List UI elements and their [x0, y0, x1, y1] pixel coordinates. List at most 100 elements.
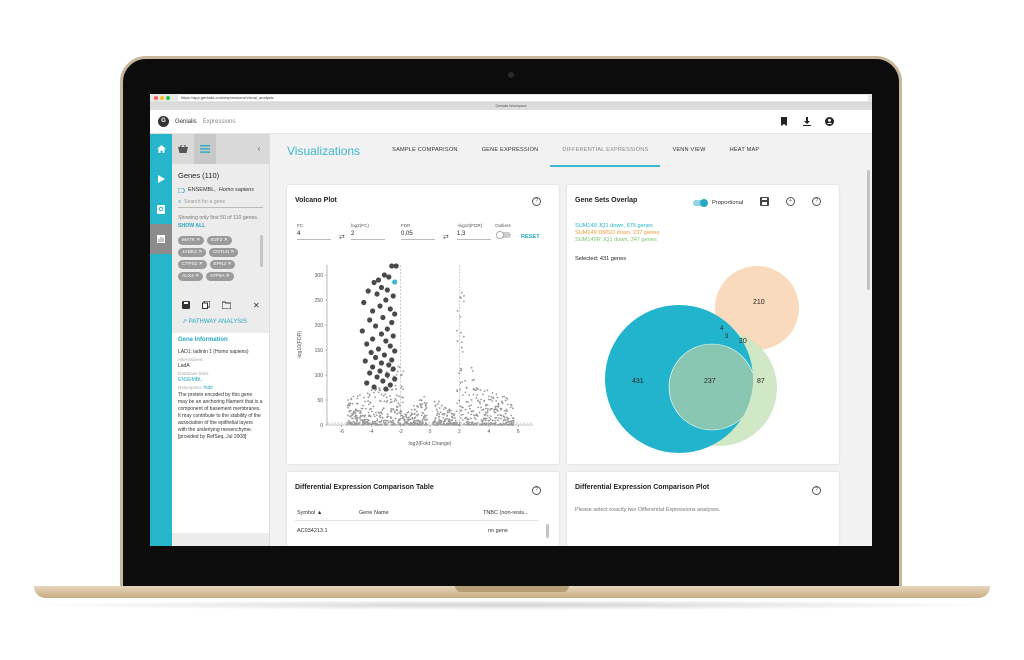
significant-point — [375, 277, 382, 283]
legend-item[interactable]: SUM149 JQ1 down, 675 genes — [575, 223, 653, 229]
col-tnbc[interactable]: TNBC (non-resis... — [483, 510, 529, 516]
documents-icon[interactable] — [150, 194, 172, 224]
genialis-logo[interactable]: G — [158, 116, 169, 127]
gene-chips: MATK ✕ E2F2 ✕ JADE2 ✕ CNTLN ✕ CTPS2 ✕ EP… — [178, 235, 263, 295]
add-icon[interactable]: + — [786, 197, 795, 206]
background-point — [384, 393, 387, 396]
swap-icon[interactable]: ⇄ — [443, 234, 449, 241]
bookmark-icon[interactable] — [779, 117, 788, 126]
close-window-icon[interactable] — [154, 96, 158, 100]
background-point — [491, 400, 494, 402]
tab-gene-expression[interactable]: GENE EXPRESSION — [481, 147, 539, 153]
background-point — [511, 407, 514, 410]
help-icon[interactable]: ? — [532, 197, 541, 206]
save-icon[interactable] — [760, 197, 769, 208]
background-point — [402, 388, 404, 391]
left-rail — [150, 134, 172, 546]
gene-search-input[interactable]: ≡ Search for a gene — [178, 197, 263, 208]
save-icon[interactable] — [182, 301, 190, 311]
help-icon[interactable]: ? — [532, 486, 541, 495]
background-point — [398, 418, 401, 420]
background-point — [385, 401, 388, 404]
download-icon[interactable] — [802, 117, 811, 126]
background-point — [484, 407, 487, 410]
gene-list-icon[interactable] — [194, 134, 216, 164]
tab-sample-comparison[interactable]: SAMPLE COMPARISON — [392, 147, 458, 153]
collapse-panel-icon[interactable]: ‹ — [257, 144, 261, 153]
venn-circle-dmso[interactable] — [715, 266, 799, 350]
tab-venn-view[interactable]: VENN VIEW — [672, 147, 706, 153]
significant-point — [364, 380, 370, 386]
background-point — [421, 403, 424, 406]
url-bar[interactable]: https://app.genialis.com/expressions/vis… — [178, 95, 868, 101]
background-point — [396, 370, 399, 373]
basket-icon[interactable] — [172, 134, 194, 164]
background-point — [470, 366, 473, 369]
log10fdr-input[interactable]: 1,3 — [457, 231, 491, 240]
help-icon[interactable]: ? — [812, 197, 821, 206]
background-point — [397, 402, 400, 405]
background-point — [464, 408, 467, 411]
folder-icon[interactable] — [221, 301, 232, 311]
show-all-link[interactable]: SHOW ALL — [178, 223, 206, 229]
tab-heat-map[interactable]: HEAT MAP — [729, 147, 760, 153]
background-point — [486, 411, 489, 414]
significant-point — [378, 284, 385, 291]
background-point — [444, 423, 447, 426]
gene-chip[interactable]: ALX4 ✕ — [178, 272, 204, 281]
venn-title: Gene Sets Overlap — [575, 197, 638, 204]
copy-icon[interactable] — [202, 300, 211, 311]
maximize-window-icon[interactable] — [166, 96, 170, 100]
source-name: ENSEMBL, — [188, 187, 216, 193]
account-icon[interactable] — [825, 117, 834, 126]
help-icon[interactable]: ? — [812, 486, 821, 495]
alternatives-value: LadA — [178, 363, 190, 369]
venn-intersection[interactable] — [668, 343, 755, 431]
home-icon[interactable] — [150, 134, 172, 164]
background-point — [482, 393, 485, 396]
main-scrollbar[interactable] — [867, 170, 870, 290]
hide-description-link[interactable]: hide — [203, 385, 213, 391]
gene-chip[interactable]: E2F2 ✕ — [207, 236, 232, 245]
background-point — [442, 413, 445, 416]
browser-tab[interactable]: Genialis Workspace — [150, 103, 872, 110]
col-gene-name[interactable]: Gene Name — [359, 510, 389, 516]
ensembl-link[interactable]: ENSEMBL — [178, 377, 202, 383]
gene-chip[interactable]: EPN3 ✕ — [209, 260, 236, 269]
legend-item[interactable]: SUM149R JQ1 down, 347 genes — [575, 237, 657, 243]
background-point — [348, 410, 351, 413]
play-icon[interactable] — [150, 164, 172, 194]
fc-input[interactable]: 4 — [297, 231, 331, 240]
minimize-window-icon[interactable] — [160, 96, 164, 100]
fdr-input[interactable]: 0,05 — [401, 231, 435, 240]
source-selector[interactable]: ENSEMBL, Homo sapiens — [172, 185, 269, 195]
gene-chip[interactable]: ATP9A ✕ — [205, 272, 234, 281]
table-cell[interactable]: AC034213.1 — [297, 528, 328, 534]
reset-button[interactable]: RESET — [521, 234, 540, 240]
gene-chip[interactable]: CNTLN ✕ — [208, 248, 239, 257]
legend-item[interactable]: SUM149 DMSO down, 237 genes — [575, 230, 660, 236]
swap-icon[interactable]: ⇄ — [339, 234, 345, 241]
background-point — [489, 415, 492, 418]
col-symbol[interactable]: Symbol ▲ — [297, 510, 323, 516]
background-point — [493, 422, 496, 425]
outliers-toggle[interactable] — [496, 231, 511, 239]
visualizations-icon[interactable] — [150, 224, 172, 254]
clear-icon[interactable]: ✕ — [253, 301, 260, 310]
pathway-analysis-link[interactable]: ↗ PATHWAY ANALYSIS — [172, 314, 269, 329]
x-tick-label: -4 — [369, 429, 374, 435]
table-scrollbar[interactable] — [546, 524, 549, 538]
log2fc-input[interactable]: 2 — [351, 231, 385, 240]
significant-point — [383, 297, 389, 303]
section-name[interactable]: Expressions — [202, 118, 236, 125]
app-header: G Genialis Expressions — [150, 110, 872, 134]
background-point — [510, 404, 513, 407]
gene-chip[interactable]: MATK ✕ — [178, 236, 205, 245]
background-point — [503, 409, 506, 412]
gene-chip[interactable]: CTPS2 ✕ — [178, 260, 207, 269]
gene-name: LAD1: ladinin 1 (Homo sapiens) — [178, 349, 249, 355]
gene-chip[interactable]: JADE2 ✕ — [178, 248, 207, 257]
chips-scrollbar[interactable] — [260, 235, 263, 267]
proportional-toggle[interactable] — [693, 199, 708, 207]
tab-differential-expressions[interactable]: DIFFERENTIAL EXPRESSIONS — [550, 134, 661, 167]
